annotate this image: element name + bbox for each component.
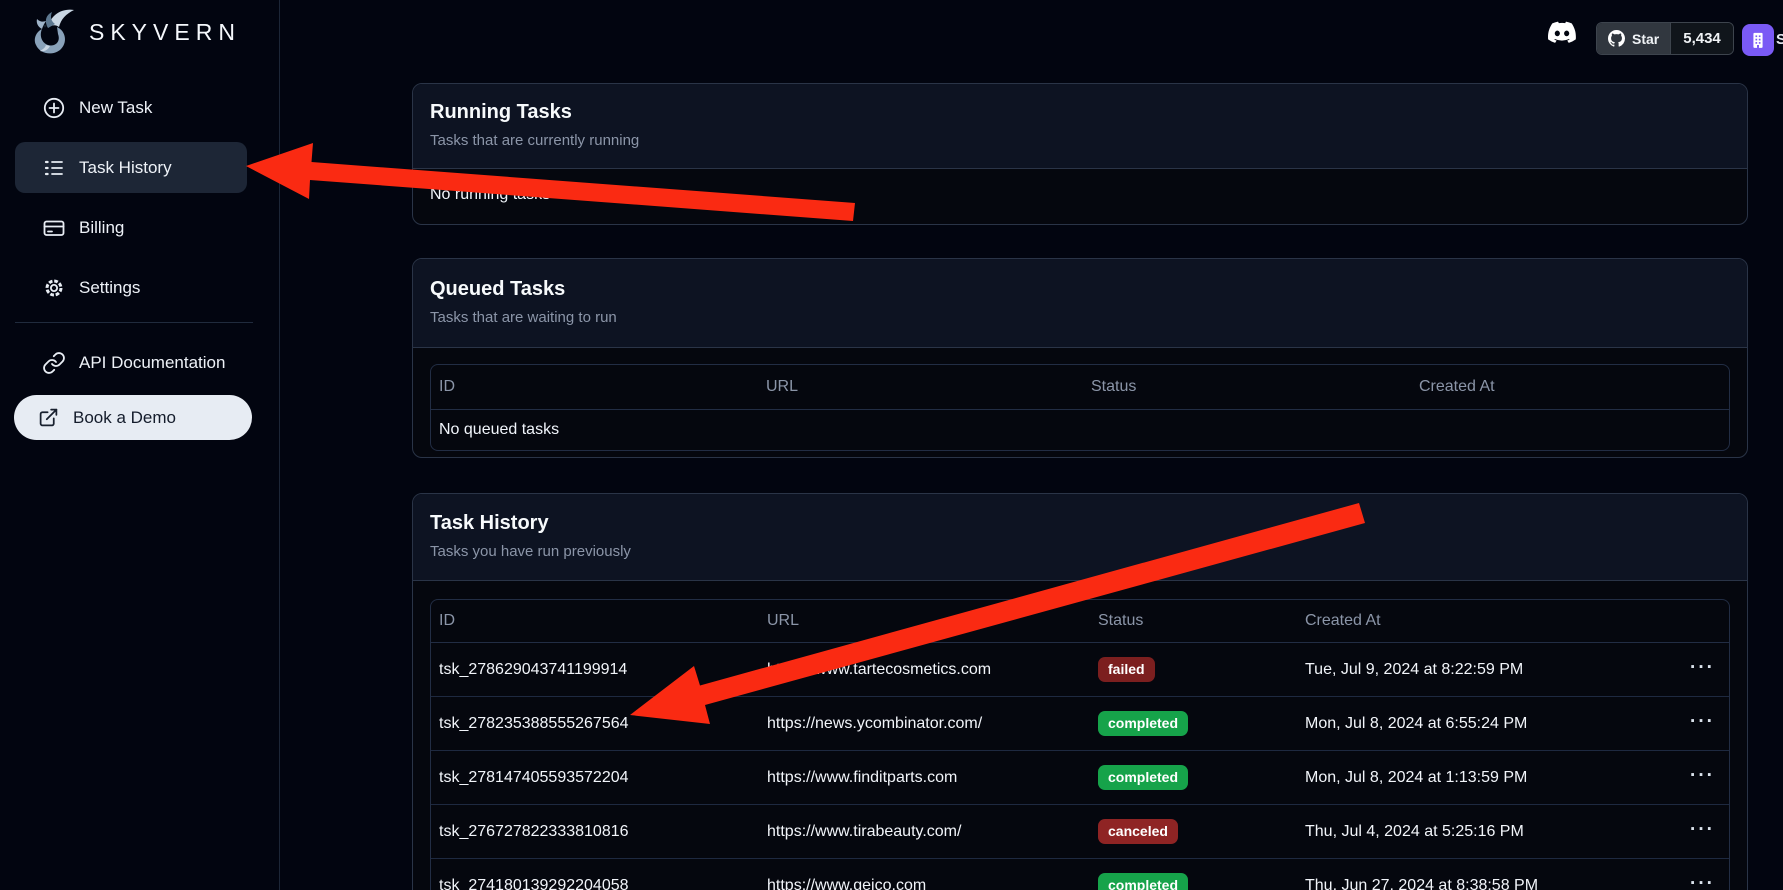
status-badge: completed xyxy=(1098,765,1189,790)
github-star-count: 5,434 xyxy=(1670,23,1733,54)
running-tasks-body: No running tasks xyxy=(413,169,1747,204)
gear-icon xyxy=(45,279,63,297)
row-actions-menu-button[interactable]: ··· xyxy=(1690,711,1715,732)
sidebar-item-api-documentation[interactable]: API Documentation xyxy=(0,337,260,389)
queued-table-header-row: ID URL Status Created At xyxy=(431,365,1729,410)
sidebar: SKYVERN New Task Task History Billing xyxy=(0,0,280,890)
task-id-cell: tsk_276727822333810816 xyxy=(439,823,629,840)
column-header-id: ID xyxy=(439,612,455,629)
sidebar-item-billing[interactable]: Billing xyxy=(0,202,260,254)
row-actions-menu-button[interactable]: ··· xyxy=(1690,873,1715,890)
github-star-button[interactable]: Star 5,434 xyxy=(1596,22,1734,55)
github-icon xyxy=(1608,30,1625,47)
discord-logo-icon xyxy=(1548,21,1576,43)
external-link-icon xyxy=(39,408,58,427)
status-badge: completed xyxy=(1098,711,1189,736)
github-star-segment: Star xyxy=(1597,23,1671,54)
sidebar-item-label: Billing xyxy=(79,218,125,237)
sidebar-item-label: Task History xyxy=(79,157,172,177)
no-queued-tasks-text: No queued tasks xyxy=(439,421,560,438)
task-status-cell: canceled xyxy=(1098,805,1178,858)
discord-icon[interactable] xyxy=(1548,21,1576,48)
queued-tasks-body: ID URL Status Created At No queued tasks xyxy=(413,364,1747,451)
sidebar-divider xyxy=(15,322,253,323)
task-created-at-cell: Mon, Jul 8, 2024 at 6:55:24 PM xyxy=(1305,715,1528,732)
building-icon xyxy=(1753,32,1763,48)
book-a-demo-button[interactable]: Book a Demo xyxy=(14,395,252,440)
task-status-cell: failed xyxy=(1098,643,1155,696)
table-row[interactable]: tsk_278147405593572204 https://www.findit… xyxy=(431,751,1729,805)
column-header-created: Created At xyxy=(1419,378,1495,395)
task-history-card: Task History Tasks you have run previous… xyxy=(412,493,1748,890)
github-star-label: Star xyxy=(1632,30,1660,47)
column-header-url: URL xyxy=(766,378,799,395)
card-title: Running Tasks xyxy=(430,101,572,123)
card-subtitle: Tasks you have run previously xyxy=(430,543,631,560)
table-row[interactable]: tsk_274180139292204058 https://www.geico.… xyxy=(431,859,1729,890)
task-history-header: Task History Tasks you have run previous… xyxy=(413,494,1747,581)
task-url-cell: https://www.tirabeauty.com/ xyxy=(767,823,962,840)
task-created-at-cell: Tue, Jul 9, 2024 at 8:22:59 PM xyxy=(1305,661,1524,678)
column-header-url: URL xyxy=(767,612,800,629)
card-title: Task History xyxy=(430,512,549,534)
status-badge: canceled xyxy=(1098,819,1178,844)
card-subtitle: Tasks that are currently running xyxy=(430,132,640,149)
row-actions-menu-button[interactable]: ··· xyxy=(1690,657,1715,678)
brand: SKYVERN xyxy=(28,6,241,58)
task-id-cell: tsk_278235388555267564 xyxy=(439,715,629,732)
card-title: Queued Tasks xyxy=(430,278,566,300)
column-header-id: ID xyxy=(439,378,455,395)
running-tasks-header: Running Tasks Tasks that are currently r… xyxy=(413,84,1747,169)
task-url-cell: https://news.ycombinator.com/ xyxy=(767,715,983,732)
task-created-at-cell: Thu, Jun 27, 2024 at 8:38:58 PM xyxy=(1305,877,1539,890)
table-row[interactable]: tsk_278629043741199914 https://www.tartec… xyxy=(431,643,1729,697)
task-status-cell: completed xyxy=(1098,751,1189,804)
sidebar-item-task-history[interactable]: Task History xyxy=(15,142,247,193)
table-row[interactable]: tsk_278235388555267564 https://news.ycomb… xyxy=(431,697,1729,751)
task-url-cell: https://www.finditparts.com xyxy=(767,769,958,786)
task-history-body: ID URL Status Created At tsk_27862904374… xyxy=(413,599,1747,890)
table-row[interactable]: tsk_276727822333810816 https://www.tirabe… xyxy=(431,805,1729,859)
brand-name: SKYVERN xyxy=(89,18,241,45)
history-table-header-row: ID URL Status Created At xyxy=(431,600,1729,643)
task-created-at-cell: Thu, Jul 4, 2024 at 5:25:16 PM xyxy=(1305,823,1524,840)
running-tasks-card: Running Tasks Tasks that are currently r… xyxy=(412,83,1748,225)
status-badge: completed xyxy=(1098,873,1189,890)
task-status-cell: completed xyxy=(1098,697,1189,750)
no-running-tasks-text: No running tasks xyxy=(430,186,551,203)
user-name-truncated: Sk xyxy=(1776,31,1783,48)
sidebar-item-label: Settings xyxy=(79,278,141,297)
sidebar-item-label: API Documentation xyxy=(79,353,226,372)
task-id-cell: tsk_278629043741199914 xyxy=(439,661,628,678)
queued-tasks-header: Queued Tasks Tasks that are waiting to r… xyxy=(413,259,1747,348)
column-header-created: Created At xyxy=(1305,612,1381,629)
link-icon xyxy=(43,352,65,374)
status-badge: failed xyxy=(1098,657,1155,682)
credit-card-icon xyxy=(43,220,65,236)
plus-circle-icon xyxy=(43,97,65,119)
book-a-demo-label: Book a Demo xyxy=(73,407,176,427)
skyvern-dragon-logo-icon xyxy=(34,9,74,54)
task-id-cell: tsk_278147405593572204 xyxy=(439,769,629,786)
row-actions-menu-button[interactable]: ··· xyxy=(1690,765,1715,786)
queued-tasks-card: Queued Tasks Tasks that are waiting to r… xyxy=(412,258,1748,458)
card-subtitle: Tasks that are waiting to run xyxy=(430,309,617,326)
sidebar-item-label: New Task xyxy=(79,98,153,117)
task-url-cell: https://www.geico.com xyxy=(767,877,927,890)
task-id-cell: tsk_274180139292204058 xyxy=(439,877,629,890)
row-actions-menu-button[interactable]: ··· xyxy=(1690,819,1715,840)
column-header-status: Status xyxy=(1098,612,1144,629)
queued-tasks-table: ID URL Status Created At No queued tasks xyxy=(430,364,1730,451)
list-icon xyxy=(44,160,63,175)
column-header-status: Status xyxy=(1091,378,1137,395)
task-history-table: ID URL Status Created At tsk_27862904374… xyxy=(430,599,1730,890)
task-url-cell: https://www.tartecosmetics.com xyxy=(767,661,992,678)
task-status-cell: completed xyxy=(1098,859,1189,890)
history-table-body: tsk_278629043741199914 https://www.tartec… xyxy=(431,643,1729,890)
sidebar-item-settings[interactable]: Settings xyxy=(0,262,260,314)
sidebar-item-new-task[interactable]: New Task xyxy=(0,82,260,134)
user-avatar[interactable] xyxy=(1742,24,1774,56)
task-created-at-cell: Mon, Jul 8, 2024 at 1:13:59 PM xyxy=(1305,769,1528,786)
